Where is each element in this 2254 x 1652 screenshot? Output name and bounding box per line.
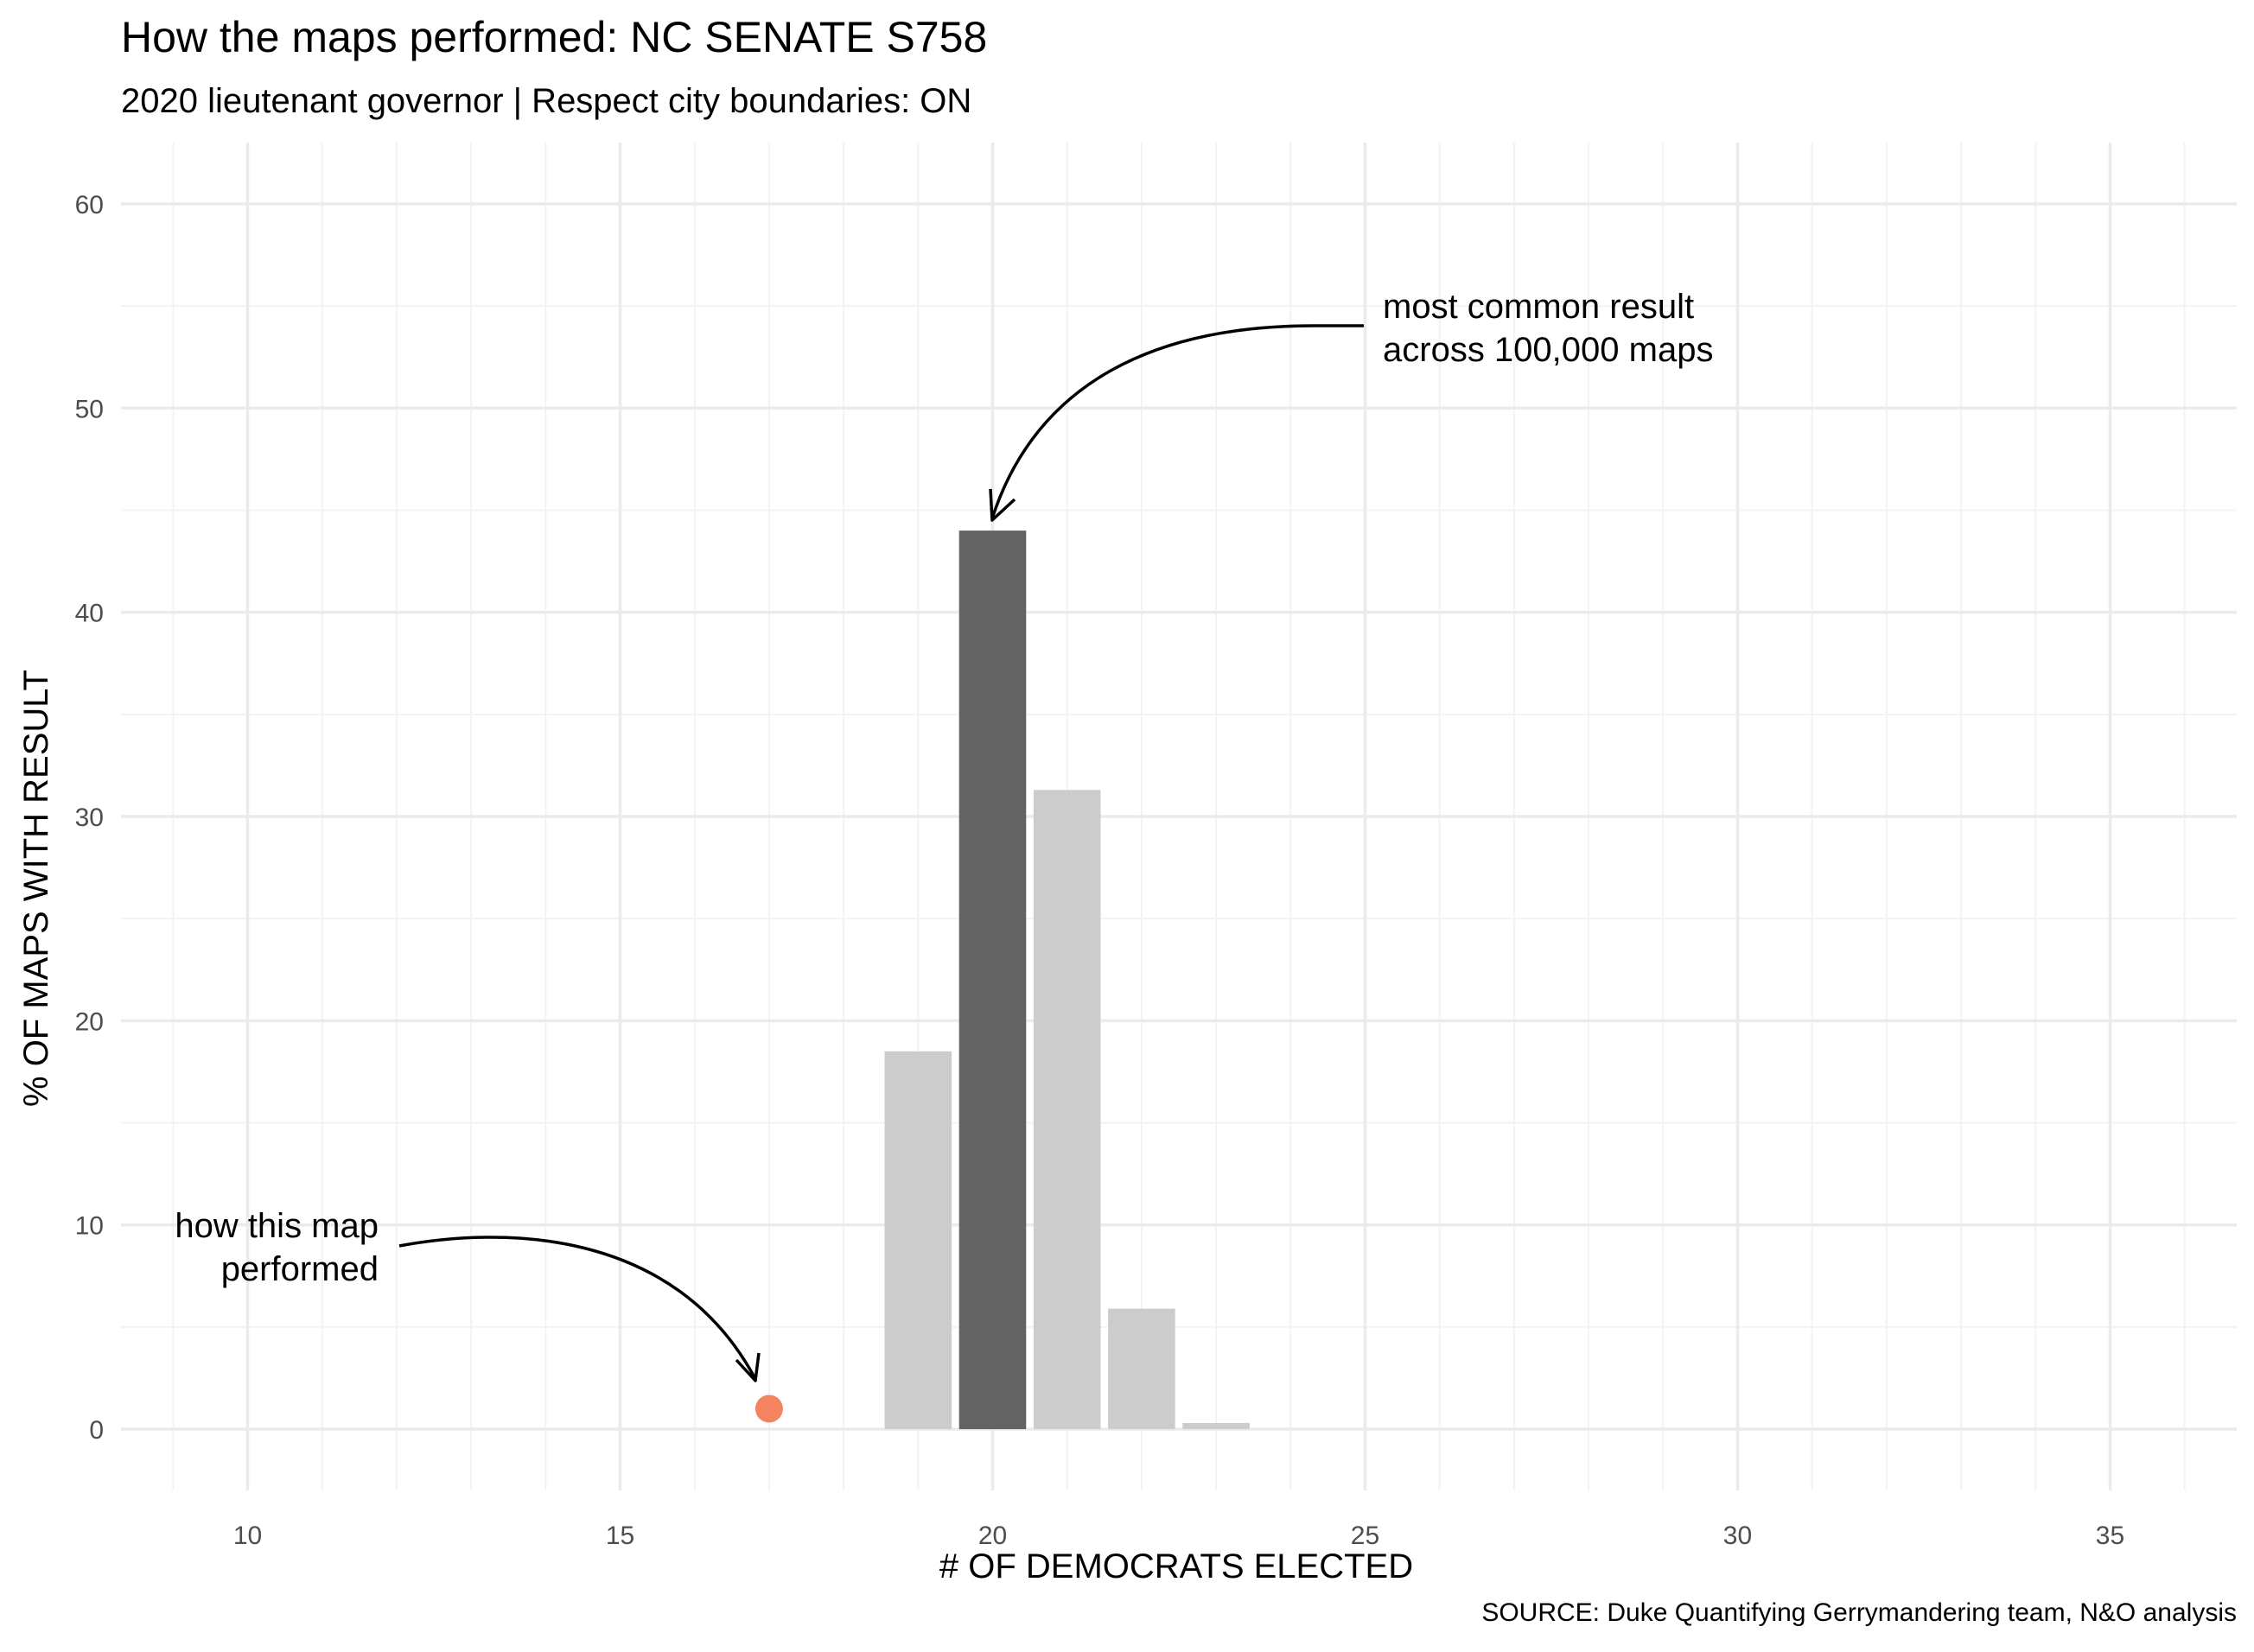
annotation-common-line1: most common result: [1383, 288, 1694, 326]
annotation-common-arrow: [990, 324, 1364, 519]
bar-19: [884, 1051, 952, 1430]
y-tick-label: 60: [75, 191, 104, 219]
tick-labels: 10 15 20 25 30 35 0 10 20 30 40 50 60: [75, 191, 2125, 1550]
chart-caption: SOURCE: Duke Quantifying Gerrymandering …: [1481, 1598, 2237, 1627]
annotation-common-line2: across 100,000 maps: [1383, 331, 1713, 369]
annotation-map-arrow: [398, 1236, 757, 1380]
grid: [121, 143, 2237, 1490]
y-tick-label: 30: [75, 804, 104, 832]
y-tick-label: 20: [75, 1007, 104, 1036]
y-tick-label: 10: [75, 1212, 104, 1241]
x-tick-label: 35: [2096, 1522, 2124, 1550]
x-tick-label: 15: [606, 1522, 634, 1550]
map-result-point-group: [755, 1395, 783, 1423]
bar-23: [1182, 1423, 1250, 1430]
chart-title: How the maps performed: NC SENATE S758: [121, 13, 987, 61]
x-axis-title: # OF DEMOCRATS ELECTED: [939, 1547, 1413, 1585]
y-axis-title: % OF MAPS WITH RESULT: [17, 670, 55, 1107]
bar-21: [1033, 790, 1101, 1430]
x-tick-label: 30: [1723, 1522, 1752, 1550]
annotation-common-arrowhead: [989, 488, 1016, 522]
x-tick-label: 20: [978, 1522, 1007, 1550]
y-tick-label: 0: [89, 1416, 104, 1445]
chart-subtitle: 2020 lieutenant governor | Respect city …: [121, 82, 971, 120]
y-tick-label: 50: [75, 395, 104, 423]
annotation-map-arrowhead: [735, 1352, 761, 1382]
x-tick-label: 25: [1351, 1522, 1379, 1550]
annotation-map-line1: how this map: [175, 1207, 379, 1245]
y-tick-label: 40: [75, 600, 104, 628]
bar-22: [1108, 1308, 1175, 1430]
x-tick-label: 10: [233, 1522, 262, 1550]
annotation-map-line2: performed: [221, 1250, 379, 1288]
map-result-point: [755, 1395, 783, 1423]
bars: [884, 531, 1250, 1430]
bar-20: [958, 531, 1027, 1430]
